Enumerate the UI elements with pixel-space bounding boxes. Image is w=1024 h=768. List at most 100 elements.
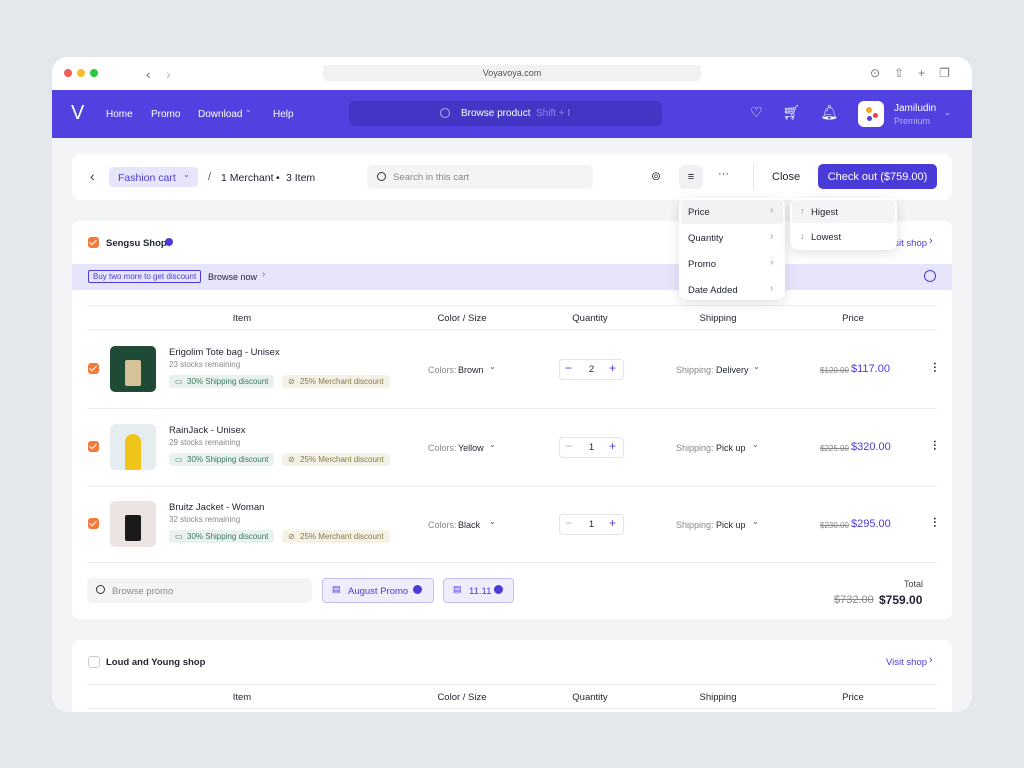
menu-chevron: ›: [770, 205, 774, 216]
promo-search[interactable]: Browse promo: [87, 578, 312, 603]
max-dot[interactable]: [90, 69, 98, 77]
shop-checkbox[interactable]: [88, 237, 99, 248]
promo-chip[interactable]: ▤ August Promo: [322, 578, 434, 603]
user-name: Jamiludin: [894, 103, 937, 114]
avatar[interactable]: [858, 101, 884, 127]
color-label: Colors:: [428, 365, 457, 375]
shipping-label: Shipping:: [676, 365, 714, 375]
promo-remove[interactable]: [413, 585, 422, 594]
quantity-stepper: − 1 +: [559, 514, 624, 535]
menu-chevron: ›: [770, 231, 774, 242]
item-menu[interactable]: ···: [928, 362, 940, 373]
column-header: Color / Size: [437, 692, 487, 703]
discount-icon: ▭: [175, 532, 183, 541]
product-search[interactable]: Browse product Shift + I: [349, 101, 662, 126]
item-checkbox[interactable]: [88, 518, 99, 529]
shipping-value[interactable]: Pick up: [716, 442, 746, 453]
color-value[interactable]: Black: [458, 520, 481, 530]
price: $320.00: [851, 440, 891, 453]
discount-tag: 30% Shipping discount ▭: [169, 452, 275, 466]
column-header: Price: [842, 692, 864, 703]
promo-icon: ▤: [332, 584, 341, 594]
submenu-option[interactable]: ↓ Lowest: [792, 225, 895, 248]
item-menu[interactable]: ···: [928, 439, 940, 451]
info-icon: [924, 270, 936, 282]
menu-chevron: ›: [770, 257, 774, 268]
menu-option[interactable]: Price ›: [681, 200, 783, 224]
increment[interactable]: +: [609, 516, 617, 530]
shipping-value[interactable]: Delivery: [716, 365, 749, 375]
product-shape: [125, 515, 141, 541]
quantity: 1: [588, 519, 595, 530]
menu-option[interactable]: Quantity ›: [681, 226, 783, 250]
logo[interactable]: V: [71, 102, 85, 124]
color-value[interactable]: Brown: [458, 365, 484, 375]
toolbar-icons[interactable]: ⊙⇧+❐: [870, 66, 964, 80]
divider: [87, 562, 937, 563]
nav-link[interactable]: Download: [198, 109, 243, 120]
back-button[interactable]: ‹: [90, 168, 95, 184]
browser-window: ‹ › Voyavoya.com ⊙⇧+❐ V Browse product S…: [52, 57, 972, 712]
address-bar[interactable]: Voyavoya.com: [323, 65, 701, 81]
promo-search-icon: [96, 585, 105, 594]
product-image: [110, 423, 156, 470]
shop-name: Sengsu Shop: [106, 238, 167, 249]
forward-icon[interactable]: ›: [166, 66, 171, 82]
item-checkbox[interactable]: [88, 363, 99, 374]
promo-remove[interactable]: [494, 585, 503, 594]
increment[interactable]: +: [609, 438, 617, 453]
item-menu[interactable]: ···: [928, 517, 940, 528]
browse-now[interactable]: Browse now: [208, 272, 258, 282]
item-name: Erigolim Tote bag - Unisex: [169, 347, 280, 358]
cart-selector[interactable]: Fashion cart ⌄: [109, 167, 198, 187]
visit-chevron: ›: [929, 235, 933, 247]
column-header: Color / Size: [437, 313, 487, 324]
shop-checkbox[interactable]: [88, 656, 100, 668]
visit-shop[interactable]: Visit shop: [886, 238, 928, 249]
sort-arrow: ↓: [800, 231, 805, 241]
product-image: [110, 501, 156, 547]
promo-chip[interactable]: ▤ 11.11: [443, 578, 514, 603]
discount-banner: Buy two more to get discount Browse now ›: [72, 264, 952, 290]
column-header: Price: [842, 313, 864, 324]
decrement[interactable]: −: [565, 438, 573, 453]
checkout-button[interactable]: Check out ($759.00): [818, 164, 937, 189]
menu-option[interactable]: Date Added ›: [681, 278, 783, 302]
visit-shop[interactable]: Visit shop: [886, 657, 928, 668]
promo-search-placeholder: Browse promo: [112, 586, 174, 597]
color-chevron: ⌄: [489, 517, 496, 526]
back-icon[interactable]: ‹: [146, 66, 151, 82]
shipping-value[interactable]: Pick up: [716, 520, 746, 530]
user-chevron[interactable]: ⌄: [944, 108, 951, 117]
item-checkbox[interactable]: [88, 440, 99, 452]
browse-chevron: ›: [262, 269, 266, 280]
divider: [87, 305, 937, 306]
cart-search[interactable]: Search in this cart: [367, 165, 593, 189]
item-stock: 29 stocks remaining: [169, 437, 241, 447]
more-button[interactable]: ···: [718, 168, 729, 180]
nav-link[interactable]: Home: [106, 109, 133, 120]
nav-icons[interactable]: ♡🛒︎🔔︎: [750, 104, 859, 120]
filter-button[interactable]: ≡: [679, 165, 703, 189]
increment[interactable]: +: [609, 361, 617, 375]
merge-icon[interactable]: ⊚: [651, 169, 662, 183]
nav-link[interactable]: Help: [273, 109, 294, 120]
nav-link[interactable]: Promo: [151, 109, 181, 120]
divider: [87, 329, 937, 330]
close-button[interactable]: Close: [772, 171, 801, 183]
sort-arrow: ↑: [800, 206, 805, 216]
menu-option[interactable]: Promo ›: [681, 252, 783, 276]
url: Voyavoya.com: [482, 68, 542, 78]
decrement[interactable]: −: [565, 361, 573, 375]
shop-card: Loud and Young shop Visit shop › Item Color …: [72, 640, 952, 712]
divider: [87, 408, 937, 409]
min-dot[interactable]: [77, 69, 85, 77]
shipping-label: Shipping:: [676, 520, 714, 530]
decrement[interactable]: −: [565, 516, 573, 530]
submenu-option[interactable]: ↑ Higest: [792, 200, 895, 223]
close-dot[interactable]: [64, 69, 72, 77]
old-price: $225.00: [820, 443, 849, 453]
promo-name: 11.11: [469, 586, 492, 597]
color-value[interactable]: Yellow: [458, 442, 484, 453]
